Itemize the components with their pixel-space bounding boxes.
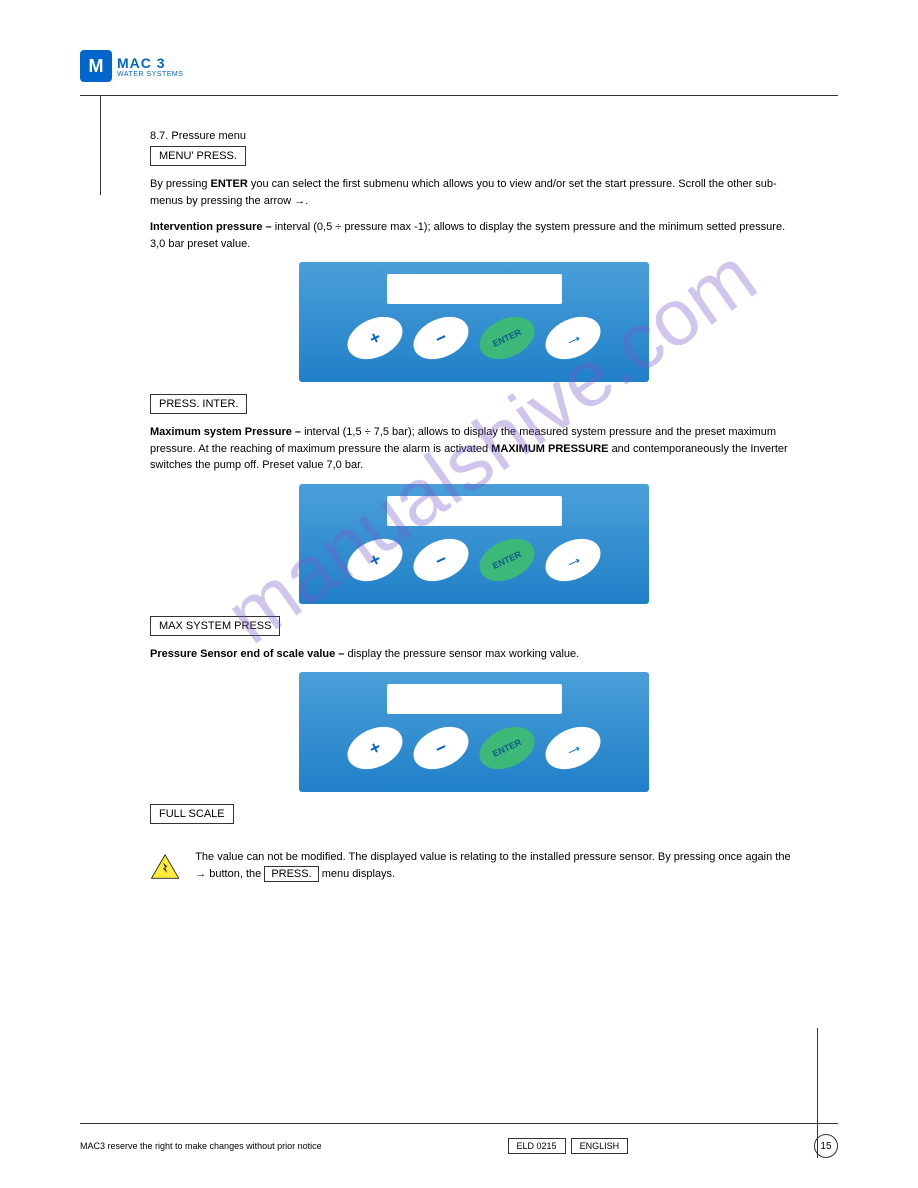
intervention-pressure-heading: Intervention pressure – xyxy=(150,221,272,233)
text-part: By pressing xyxy=(150,178,211,190)
logo-icon xyxy=(80,50,112,82)
main-content: 8.7. Pressure menu MENU' PRESS. By press… xyxy=(150,130,798,884)
left-vertical-line xyxy=(100,95,101,195)
warning-part2: menu displays. xyxy=(322,868,395,880)
logo-text: MAC 3 WATER SYSTEMS xyxy=(117,55,183,78)
control-panel-1: + − ENTER → xyxy=(299,262,649,382)
footer-code: ELD 0215 xyxy=(508,1138,566,1154)
enter-button[interactable]: ENTER xyxy=(473,719,542,778)
logo-subtitle: WATER SYSTEMS xyxy=(117,71,183,78)
arrow-button[interactable]: → xyxy=(539,530,608,589)
enter-button[interactable]: ENTER xyxy=(473,530,542,589)
logo: MAC 3 WATER SYSTEMS xyxy=(80,50,183,82)
display-screen xyxy=(387,496,562,526)
menu-label-press: MENU' PRESS. xyxy=(150,146,246,166)
warning-icon xyxy=(150,849,180,884)
button-row: + − ENTER → xyxy=(346,541,602,579)
section1-desc: By pressing ENTER you can select the fir… xyxy=(150,176,798,209)
max-pressure-heading: Maximum system Pressure – xyxy=(150,426,301,438)
top-divider xyxy=(80,95,838,96)
menu-label-max-system: MAX SYSTEM PRESS xyxy=(150,616,280,636)
plus-button[interactable]: + xyxy=(341,309,410,368)
button-row: + − ENTER → xyxy=(346,319,602,357)
menu-label-inter: PRESS. INTER. xyxy=(150,394,247,414)
display-screen xyxy=(387,684,562,714)
footer-center: ELD 0215 ENGLISH xyxy=(508,1138,629,1154)
page-footer: MAC3 reserve the right to make changes w… xyxy=(80,1123,838,1158)
minus-button[interactable]: − xyxy=(407,530,476,589)
footer-language: ENGLISH xyxy=(571,1138,629,1154)
plus-button[interactable]: + xyxy=(341,530,410,589)
enter-button[interactable]: ENTER xyxy=(473,309,542,368)
max-pressure-bold: MAXIMUM PRESSURE xyxy=(491,443,608,455)
page-number: 15 xyxy=(814,1134,838,1158)
arrow-button[interactable]: → xyxy=(539,719,608,778)
footer-left: MAC3 reserve the right to make changes w… xyxy=(80,1141,322,1151)
button-row: + − ENTER → xyxy=(346,729,602,767)
section2-desc: Maximum system Pressure – interval (1,5 … xyxy=(150,424,798,474)
press-inline-label: PRESS. xyxy=(264,866,318,882)
control-panel-3: + − ENTER → xyxy=(299,672,649,792)
sensor-heading: Pressure Sensor end of scale value – xyxy=(150,648,344,660)
plus-button[interactable]: + xyxy=(341,719,410,778)
menu-label-fullscale: FULL SCALE xyxy=(150,804,234,824)
warning-text: The value can not be modified. The displ… xyxy=(195,849,798,882)
minus-button[interactable]: − xyxy=(407,719,476,778)
section-title: 8.7. Pressure menu xyxy=(150,130,798,142)
display-screen xyxy=(387,274,562,304)
control-panel-2: + − ENTER → xyxy=(299,484,649,604)
logo-main-text: MAC 3 xyxy=(117,55,183,71)
sensor-desc: display the pressure sensor max working … xyxy=(348,648,580,660)
minus-button[interactable]: − xyxy=(407,309,476,368)
section3-desc: Pressure Sensor end of scale value – dis… xyxy=(150,646,798,663)
header-right-spacer xyxy=(778,56,838,76)
page-header: MAC 3 WATER SYSTEMS xyxy=(80,50,838,82)
section1-heading-desc: Intervention pressure – interval (0,5 ÷ … xyxy=(150,219,798,252)
arrow-button[interactable]: → xyxy=(539,309,608,368)
warning-section: The value can not be modified. The displ… xyxy=(150,849,798,884)
enter-bold: ENTER xyxy=(211,178,248,190)
